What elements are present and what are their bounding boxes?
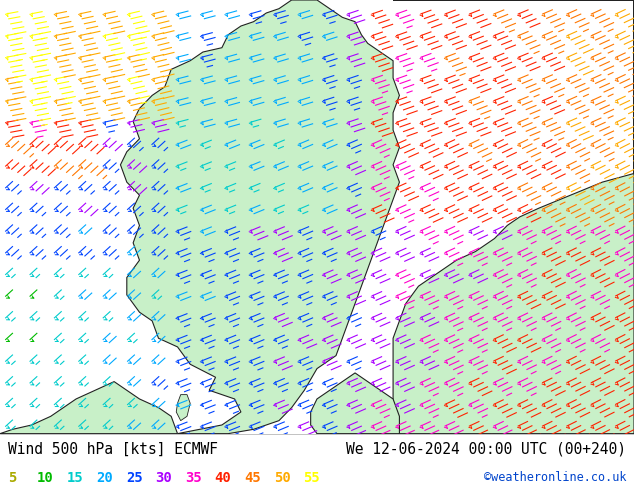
Text: 40: 40: [215, 470, 231, 485]
Polygon shape: [0, 382, 178, 434]
Text: 30: 30: [155, 470, 172, 485]
Text: 60: 60: [333, 470, 350, 485]
Text: We 12-06-2024 00:00 UTC (00+240): We 12-06-2024 00:00 UTC (00+240): [346, 441, 626, 456]
Text: 20: 20: [96, 470, 113, 485]
Text: 45: 45: [244, 470, 261, 485]
Text: 10: 10: [37, 470, 54, 485]
Text: 50: 50: [274, 470, 290, 485]
Text: Wind 500 hPa [kts] ECMWF: Wind 500 hPa [kts] ECMWF: [8, 441, 217, 456]
Polygon shape: [176, 394, 190, 420]
Text: 15: 15: [67, 470, 84, 485]
Text: 35: 35: [185, 470, 202, 485]
Text: 25: 25: [126, 470, 143, 485]
Polygon shape: [120, 0, 399, 434]
Text: 55: 55: [304, 470, 320, 485]
Polygon shape: [393, 0, 634, 434]
Polygon shape: [311, 373, 399, 434]
Text: 5: 5: [8, 470, 16, 485]
Text: ©weatheronline.co.uk: ©weatheronline.co.uk: [484, 471, 626, 484]
